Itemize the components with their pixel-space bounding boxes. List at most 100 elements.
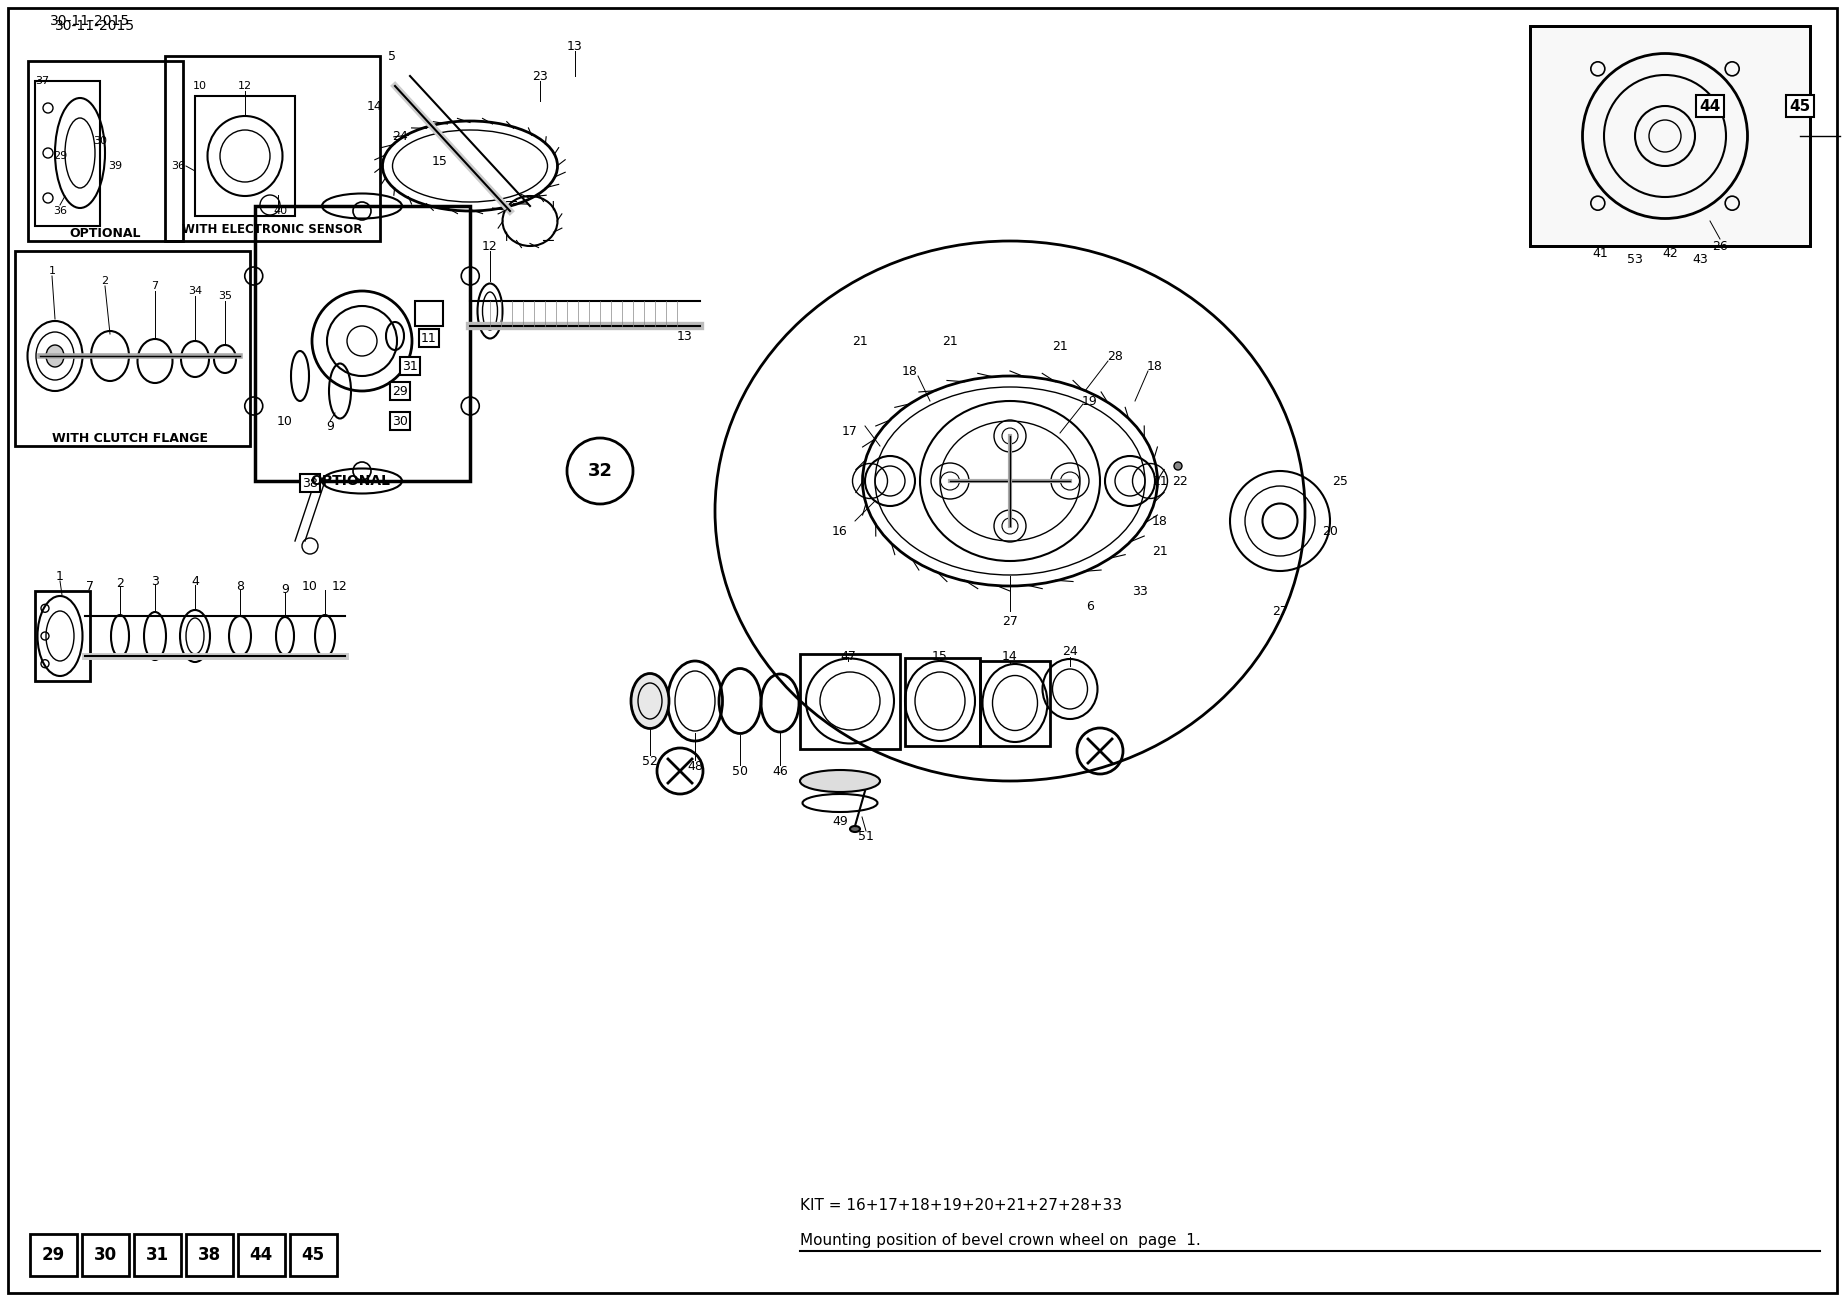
Text: 39: 39 bbox=[109, 161, 122, 170]
Bar bbox=[290, 1235, 338, 1276]
Text: 15: 15 bbox=[432, 155, 448, 168]
Text: 9: 9 bbox=[327, 419, 334, 432]
Circle shape bbox=[1173, 462, 1183, 470]
Text: 31: 31 bbox=[146, 1246, 168, 1265]
Text: 12: 12 bbox=[482, 239, 498, 252]
Text: 26: 26 bbox=[1712, 239, 1729, 252]
Text: 5: 5 bbox=[387, 49, 397, 62]
Bar bbox=[801, 654, 900, 749]
Text: 8: 8 bbox=[236, 579, 244, 592]
Bar bbox=[15, 251, 251, 446]
Text: 16: 16 bbox=[832, 524, 849, 537]
Text: 29: 29 bbox=[54, 151, 66, 161]
Text: 44: 44 bbox=[249, 1246, 273, 1265]
Text: 10: 10 bbox=[277, 415, 293, 428]
Text: 29: 29 bbox=[393, 385, 408, 398]
Text: 30: 30 bbox=[94, 1246, 116, 1265]
Text: WITH CLUTCH FLANGE: WITH CLUTCH FLANGE bbox=[52, 432, 208, 445]
Text: 45: 45 bbox=[1790, 99, 1810, 113]
Bar bbox=[186, 1235, 232, 1276]
Text: 1: 1 bbox=[48, 265, 55, 276]
Text: 25: 25 bbox=[1332, 475, 1349, 488]
Text: 6: 6 bbox=[1087, 600, 1094, 613]
Text: 20: 20 bbox=[1323, 524, 1338, 537]
Bar bbox=[81, 1235, 129, 1276]
Bar bbox=[35, 81, 100, 226]
Bar bbox=[906, 658, 980, 745]
Text: 47: 47 bbox=[839, 649, 856, 662]
Text: 50: 50 bbox=[732, 765, 747, 778]
Text: 21: 21 bbox=[852, 334, 867, 347]
Text: 34: 34 bbox=[188, 286, 203, 297]
Text: 18: 18 bbox=[1151, 514, 1168, 527]
Text: 40: 40 bbox=[273, 206, 288, 216]
Text: 30-11-2015: 30-11-2015 bbox=[55, 20, 135, 33]
Text: 14: 14 bbox=[367, 99, 384, 112]
Text: 2: 2 bbox=[116, 576, 124, 589]
Ellipse shape bbox=[46, 345, 65, 367]
Text: 7: 7 bbox=[87, 579, 94, 592]
Text: 24: 24 bbox=[393, 130, 408, 143]
Text: 24: 24 bbox=[1063, 644, 1077, 657]
Text: 27: 27 bbox=[1271, 605, 1288, 618]
Text: 33: 33 bbox=[1133, 584, 1148, 597]
Bar bbox=[135, 1235, 181, 1276]
Bar bbox=[30, 1235, 77, 1276]
Text: 52: 52 bbox=[642, 755, 659, 768]
Text: 30: 30 bbox=[92, 137, 107, 146]
Text: 41: 41 bbox=[1592, 246, 1607, 259]
Text: 1: 1 bbox=[55, 570, 65, 583]
Text: 37: 37 bbox=[35, 75, 50, 86]
Text: OPTIONAL: OPTIONAL bbox=[70, 226, 140, 239]
Text: 13: 13 bbox=[677, 329, 694, 342]
Text: WITH ELECTRONIC SENSOR: WITH ELECTRONIC SENSOR bbox=[183, 222, 362, 235]
Text: 27: 27 bbox=[1002, 614, 1018, 627]
Text: 36: 36 bbox=[54, 206, 66, 216]
Bar bbox=[1530, 26, 1810, 246]
Text: 10: 10 bbox=[194, 81, 207, 91]
Text: 7: 7 bbox=[151, 281, 159, 291]
Text: 36: 36 bbox=[172, 161, 185, 170]
Text: 48: 48 bbox=[686, 760, 703, 773]
Text: 46: 46 bbox=[771, 765, 788, 778]
Text: 35: 35 bbox=[218, 291, 232, 301]
Text: 30: 30 bbox=[393, 415, 408, 428]
Bar bbox=[415, 301, 443, 327]
Text: 28: 28 bbox=[1107, 350, 1124, 363]
Bar bbox=[980, 661, 1050, 745]
Bar bbox=[35, 591, 90, 680]
Text: KIT = 16+17+18+19+20+21+27+28+33: KIT = 16+17+18+19+20+21+27+28+33 bbox=[801, 1198, 1122, 1214]
Text: 12: 12 bbox=[238, 81, 253, 91]
Text: 4: 4 bbox=[192, 575, 199, 588]
Text: 10: 10 bbox=[303, 579, 317, 592]
Text: OPTIONAL: OPTIONAL bbox=[310, 474, 389, 488]
Text: 32: 32 bbox=[587, 462, 613, 480]
Text: 13: 13 bbox=[566, 39, 583, 52]
Text: 38: 38 bbox=[303, 476, 317, 489]
Text: 49: 49 bbox=[832, 814, 849, 827]
Text: 51: 51 bbox=[858, 830, 875, 843]
Text: 31: 31 bbox=[402, 359, 417, 372]
Text: 21: 21 bbox=[1151, 475, 1168, 488]
Text: 11: 11 bbox=[421, 332, 437, 345]
Text: 12: 12 bbox=[332, 579, 349, 592]
Text: 30-11-2015: 30-11-2015 bbox=[50, 14, 131, 29]
Text: 42: 42 bbox=[1662, 246, 1677, 259]
Text: 18: 18 bbox=[902, 364, 919, 377]
Text: 15: 15 bbox=[932, 649, 948, 662]
Text: 23: 23 bbox=[531, 69, 548, 82]
Text: Mounting position of bevel crown wheel on  page  1.: Mounting position of bevel crown wheel o… bbox=[801, 1233, 1201, 1249]
Text: 17: 17 bbox=[841, 424, 858, 437]
Ellipse shape bbox=[801, 770, 880, 792]
Text: 19: 19 bbox=[1083, 394, 1098, 407]
Bar bbox=[255, 206, 470, 481]
Text: 9: 9 bbox=[280, 583, 290, 596]
Ellipse shape bbox=[631, 674, 670, 729]
Bar bbox=[28, 61, 183, 241]
Ellipse shape bbox=[851, 826, 860, 833]
Text: 3: 3 bbox=[151, 575, 159, 588]
Bar bbox=[196, 96, 295, 216]
Text: 22: 22 bbox=[1172, 475, 1188, 488]
Text: 2: 2 bbox=[101, 276, 109, 286]
Bar bbox=[1530, 26, 1810, 246]
